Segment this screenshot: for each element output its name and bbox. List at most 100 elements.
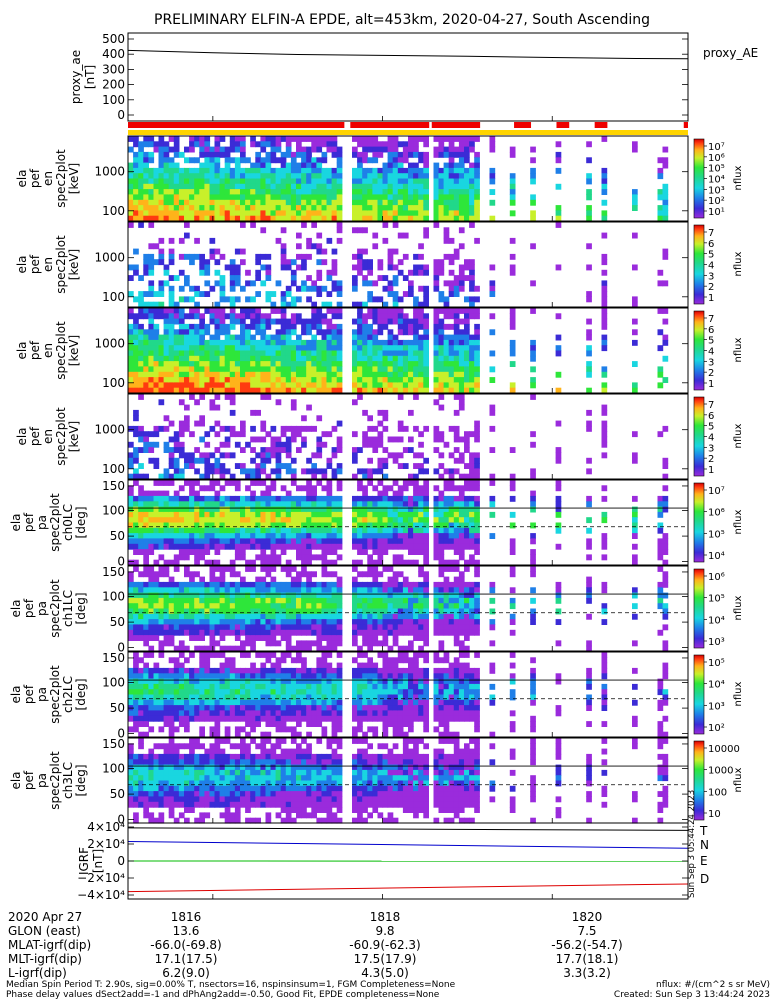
spectrogram-cell	[163, 264, 170, 271]
spectrogram-cell	[657, 173, 664, 180]
spectrogram-cell	[362, 318, 368, 325]
spectrogram-cell	[178, 285, 185, 292]
spectrogram-cell	[194, 490, 200, 497]
spectrogram-cell	[219, 517, 226, 524]
spectrogram-cell	[168, 205, 175, 211]
spectrogram-cell	[240, 592, 246, 599]
spectrogram-cell	[189, 361, 195, 367]
spectrogram-cell	[489, 264, 496, 271]
spectrogram-cell	[362, 141, 368, 148]
spectrogram-cell	[357, 613, 363, 620]
spectrogram-cell	[367, 506, 373, 513]
spectrogram-cell	[392, 517, 399, 524]
spectrogram-cell	[163, 441, 170, 448]
spectrogram-cell	[433, 345, 440, 352]
spectrogram-cell	[408, 280, 414, 287]
spectrogram-cell	[367, 194, 373, 201]
spectrogram-cell	[158, 157, 165, 164]
spectrogram-cell	[413, 473, 419, 480]
spectrogram-cell	[438, 371, 445, 378]
spectrogram-cell	[219, 194, 226, 201]
spectrogram-cell	[311, 485, 317, 492]
spectrogram-cell	[367, 640, 373, 647]
spectrogram-cell	[306, 425, 312, 432]
spectrogram-cell	[194, 291, 200, 297]
spectrogram-cell	[184, 624, 190, 631]
spectrogram-cell	[275, 629, 282, 636]
spectrogram-cell	[321, 566, 328, 572]
spectrogram-cell	[372, 436, 379, 443]
spectrogram-cell	[234, 431, 241, 438]
spectrogram-cell	[352, 264, 358, 271]
spectrogram-cell	[367, 157, 373, 164]
spectrogram-cell	[555, 345, 562, 352]
spectrogram-cell	[464, 485, 470, 492]
spectrogram-cell	[408, 350, 414, 357]
spectrogram-cell	[250, 613, 256, 620]
spectrogram-cell	[270, 178, 277, 185]
spectrogram-cell	[265, 157, 272, 164]
spectrogram-cell	[148, 366, 155, 373]
spectrogram-cell	[657, 587, 664, 594]
spectrogram-cell	[387, 157, 394, 164]
spectrogram-cell	[306, 485, 312, 492]
spectrogram-cell	[158, 366, 165, 373]
spectrogram-cell	[458, 554, 465, 561]
spectrogram-cell	[184, 361, 190, 367]
spectrogram-cell	[438, 473, 445, 480]
spectrogram-cell	[296, 264, 302, 271]
spectrogram-cell	[418, 624, 424, 631]
spectrogram-cell	[362, 173, 368, 180]
ytick-label: 1000	[94, 165, 125, 179]
spectrogram-cell	[372, 243, 379, 250]
spectrogram-cell	[443, 162, 450, 169]
spectrogram-cell	[316, 345, 323, 352]
spectrogram-cell	[352, 635, 358, 641]
spectrogram-cell	[280, 136, 287, 142]
spectrogram-cell	[128, 313, 134, 320]
spectrogram-cell	[204, 613, 211, 620]
spectrogram-cell	[469, 264, 475, 271]
spectrogram-cell	[219, 350, 226, 357]
spectrogram-cell	[260, 603, 267, 610]
spectrogram-cell	[285, 624, 292, 631]
spectrogram-cell	[464, 345, 470, 352]
spectrogram-cells	[128, 480, 669, 566]
spectrogram-cell	[382, 194, 389, 201]
spectrogram-cell	[331, 382, 338, 389]
spectrogram-cell	[234, 280, 241, 287]
spectrogram-cell	[469, 387, 475, 394]
spectrogram-cell	[352, 227, 358, 234]
spectrogram-cell	[662, 501, 669, 508]
spectrogram-cell	[260, 533, 267, 539]
spectrogram-cell	[168, 355, 175, 362]
spectrogram-cell	[453, 183, 460, 190]
spectrogram-cell	[255, 345, 261, 352]
spectrogram-cell	[443, 624, 450, 631]
spectrogram-cell	[285, 490, 292, 497]
spectrogram-cell	[138, 194, 144, 201]
spectrogram-cell	[382, 318, 389, 325]
spectrogram-cell	[474, 366, 480, 373]
spectrogram-cell	[189, 350, 195, 357]
spectrogram-cell	[219, 205, 226, 211]
spectrogram-cell	[199, 210, 205, 217]
spectrogram-cell	[260, 463, 267, 469]
spectrogram-cell	[234, 296, 241, 303]
spectrogram-cell	[158, 629, 165, 636]
ylabel-line: [keV]	[67, 163, 81, 194]
spectrogram-cell	[433, 318, 440, 325]
spectrogram-cell	[275, 619, 282, 625]
spectrogram-cell	[290, 468, 297, 475]
spectrogram-cell	[316, 157, 323, 164]
spectrogram-cell	[306, 543, 312, 550]
spectrogram-cell	[357, 517, 363, 524]
spectrogram-cell	[458, 371, 465, 378]
spectrogram-cell	[413, 377, 419, 383]
spectrogram-cell	[397, 313, 404, 320]
spectrogram-cell	[148, 431, 155, 438]
spectrogram-cell	[245, 157, 251, 164]
spectrogram-cell	[143, 355, 149, 362]
spectrogram-cell	[489, 146, 496, 153]
